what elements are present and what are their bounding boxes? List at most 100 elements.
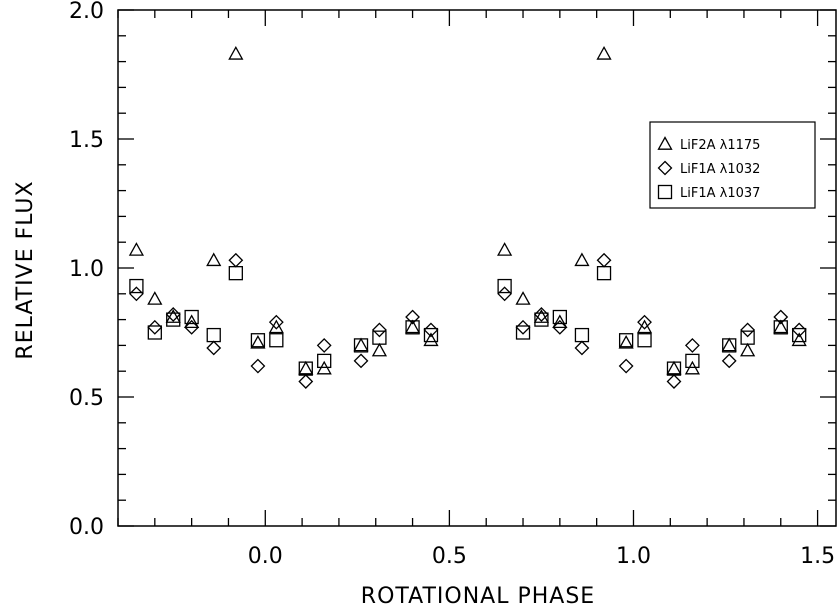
data-point-triangle bbox=[618, 334, 634, 349]
data-point-triangle bbox=[228, 46, 244, 60]
data-point-square bbox=[722, 338, 737, 353]
data-point-triangle bbox=[497, 242, 513, 256]
data-point-triangle bbox=[515, 291, 531, 305]
data-point-square bbox=[515, 325, 531, 340]
data-point-square bbox=[147, 325, 162, 340]
data-point-diamond bbox=[574, 340, 590, 356]
data-point-diamond bbox=[423, 322, 439, 338]
data-point-triangle bbox=[371, 342, 388, 357]
data-point-triangle bbox=[147, 291, 163, 305]
data-point-triangle bbox=[552, 314, 568, 329]
y-axis-title: RELATIVE FLUX bbox=[13, 180, 38, 359]
legend-marker-square bbox=[657, 184, 673, 200]
data-point-square bbox=[423, 327, 439, 343]
data-point-square bbox=[228, 266, 243, 281]
data-point-diamond bbox=[165, 307, 181, 322]
data-point-diamond bbox=[372, 322, 387, 338]
plot-frame bbox=[117, 9, 837, 527]
data-point-triangle bbox=[128, 242, 145, 256]
data-point-diamond bbox=[405, 309, 420, 325]
data-point-square bbox=[618, 333, 634, 348]
data-point-diamond bbox=[353, 353, 369, 369]
legend: LiF2A λ1175 LiF1A λ1032 LiF1A λ1037 bbox=[649, 121, 816, 209]
data-point-square bbox=[637, 333, 652, 348]
data-point-triangle bbox=[636, 319, 653, 334]
data-point-square bbox=[298, 361, 313, 376]
legend-marker-diamond bbox=[657, 160, 673, 176]
x-tick-label: 1.5 bbox=[800, 544, 835, 569]
x-tick-label: 0.5 bbox=[432, 544, 467, 569]
data-point-diamond bbox=[596, 252, 612, 268]
legend-box bbox=[649, 121, 816, 209]
y-tick-label: 0.0 bbox=[69, 515, 104, 540]
data-point-diamond bbox=[268, 314, 284, 330]
data-point-square bbox=[372, 330, 387, 345]
data-point-diamond bbox=[250, 358, 266, 374]
data-point-diamond bbox=[298, 374, 314, 389]
data-point-square bbox=[206, 327, 221, 343]
data-point-square bbox=[666, 361, 682, 376]
data-point-triangle bbox=[268, 319, 284, 334]
axis-ticks bbox=[117, 9, 836, 527]
data-point-square bbox=[497, 278, 512, 294]
data-point-square bbox=[685, 353, 700, 369]
data-point-diamond bbox=[666, 374, 682, 389]
data-point-diamond bbox=[184, 319, 200, 335]
data-point-square bbox=[740, 330, 755, 345]
data-point-square bbox=[250, 333, 266, 348]
legend-label: LiF1A λ1037 bbox=[680, 186, 760, 201]
plot-border bbox=[117, 9, 837, 527]
legend-label: LiF1A λ1032 bbox=[680, 162, 760, 177]
data-point-square bbox=[773, 320, 788, 335]
data-point-diamond bbox=[791, 322, 807, 338]
data-point-diamond bbox=[740, 322, 756, 338]
data-point-triangle bbox=[773, 319, 789, 334]
data-point-square bbox=[574, 327, 590, 343]
legend-marker-triangle bbox=[657, 136, 673, 150]
data-point-square bbox=[269, 333, 284, 348]
data-point-square bbox=[405, 320, 420, 335]
data-point-diamond bbox=[552, 319, 568, 335]
data-point-square bbox=[184, 309, 199, 325]
data-point-square bbox=[552, 309, 567, 325]
data-point-diamond bbox=[637, 314, 652, 330]
data-point-triangle bbox=[533, 309, 550, 323]
data-point-square bbox=[317, 353, 332, 369]
data-point-triangle bbox=[165, 309, 181, 323]
data-point-square bbox=[792, 327, 807, 343]
data-point-square bbox=[534, 312, 549, 327]
data-point-triangle bbox=[298, 360, 314, 375]
data-point-triangle bbox=[184, 314, 200, 329]
data-point-diamond bbox=[721, 353, 737, 369]
y-tick-label: 1.5 bbox=[69, 128, 104, 153]
data-point-triangle bbox=[423, 332, 439, 347]
data-point-diamond bbox=[147, 319, 163, 335]
data-point-diamond bbox=[316, 337, 332, 353]
data-point-square bbox=[166, 312, 181, 327]
data-point-square bbox=[129, 278, 144, 294]
data-point-diamond bbox=[228, 252, 244, 268]
data-point-square bbox=[596, 266, 612, 281]
x-tick-label: 0.0 bbox=[248, 544, 283, 569]
data-point-square bbox=[353, 338, 369, 353]
data-point-triangle bbox=[404, 319, 421, 334]
data-points bbox=[128, 46, 807, 389]
data-point-diamond bbox=[684, 337, 700, 353]
legend-label: LiF2A λ1175 bbox=[680, 138, 760, 153]
data-point-triangle bbox=[740, 342, 756, 357]
data-point-triangle bbox=[791, 332, 807, 347]
data-point-triangle bbox=[250, 334, 266, 349]
x-axis-title: ROTATIONAL PHASE bbox=[361, 584, 595, 609]
x-tick-label: 1.0 bbox=[616, 544, 651, 569]
data-point-triangle bbox=[666, 360, 682, 375]
data-point-diamond bbox=[618, 358, 634, 374]
data-point-triangle bbox=[574, 252, 590, 267]
data-point-triangle bbox=[353, 337, 369, 352]
data-point-triangle bbox=[206, 252, 222, 267]
data-point-diamond bbox=[773, 309, 789, 325]
data-point-triangle bbox=[596, 46, 612, 60]
data-point-diamond bbox=[128, 286, 144, 302]
data-point-diamond bbox=[206, 340, 222, 356]
data-point-diamond bbox=[515, 319, 531, 335]
